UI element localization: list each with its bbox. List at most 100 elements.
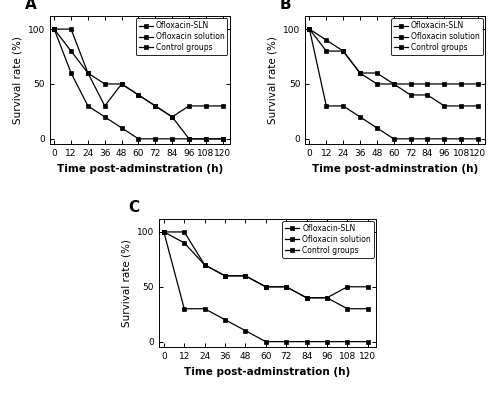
Control groups xyxy=(202,306,207,311)
Ofloxacin-SLN xyxy=(220,103,226,108)
Line: Control groups: Control groups xyxy=(307,27,480,141)
Ofloxacin solution xyxy=(442,103,448,108)
Text: A: A xyxy=(25,0,36,12)
Ofloxacin-SLN xyxy=(85,71,91,75)
Text: B: B xyxy=(280,0,291,12)
Ofloxacin-SLN xyxy=(202,263,207,267)
Control groups xyxy=(136,136,141,141)
Line: Ofloxacin-SLN: Ofloxacin-SLN xyxy=(162,229,370,300)
Ofloxacin-SLN xyxy=(324,49,330,53)
Ofloxacin-SLN xyxy=(118,81,124,86)
Ofloxacin solution xyxy=(242,273,248,278)
Ofloxacin-SLN xyxy=(203,103,209,108)
Ofloxacin solution xyxy=(222,273,228,278)
Control groups xyxy=(169,136,175,141)
Control groups xyxy=(181,306,187,311)
Control groups xyxy=(118,125,124,130)
Ofloxacin-SLN xyxy=(374,81,380,86)
Ofloxacin-SLN xyxy=(340,49,346,53)
Ofloxacin-SLN xyxy=(424,81,430,86)
Ofloxacin solution xyxy=(324,295,330,300)
Line: Ofloxacin-SLN: Ofloxacin-SLN xyxy=(307,27,480,87)
Ofloxacin-SLN xyxy=(222,273,228,278)
Ofloxacin-SLN xyxy=(475,81,481,86)
Ofloxacin-SLN xyxy=(136,93,141,97)
Legend: Ofloxacin-SLN, Ofloxacin solution, Control groups: Ofloxacin-SLN, Ofloxacin solution, Contr… xyxy=(391,18,482,55)
Ofloxacin solution xyxy=(169,115,175,119)
Ofloxacin-SLN xyxy=(51,27,57,32)
Ofloxacin-SLN xyxy=(181,229,187,234)
Control groups xyxy=(306,27,312,32)
Ofloxacin-SLN xyxy=(186,103,192,108)
Line: Ofloxacin solution: Ofloxacin solution xyxy=(52,27,225,141)
Y-axis label: Survival rate (%): Survival rate (%) xyxy=(12,36,22,124)
Control groups xyxy=(222,317,228,322)
Ofloxacin solution xyxy=(374,71,380,75)
Ofloxacin-SLN xyxy=(442,81,448,86)
Ofloxacin-SLN xyxy=(365,284,371,289)
Y-axis label: Survival rate (%): Survival rate (%) xyxy=(268,36,278,124)
Ofloxacin solution xyxy=(306,27,312,32)
Control groups xyxy=(263,339,269,344)
Line: Ofloxacin-SLN: Ofloxacin-SLN xyxy=(52,27,225,119)
Ofloxacin solution xyxy=(424,93,430,97)
Ofloxacin solution xyxy=(51,27,57,32)
Control groups xyxy=(324,103,330,108)
Ofloxacin solution xyxy=(203,136,209,141)
Ofloxacin solution xyxy=(324,38,330,42)
Ofloxacin solution xyxy=(136,93,141,97)
Control groups xyxy=(68,71,74,75)
Line: Ofloxacin solution: Ofloxacin solution xyxy=(162,229,370,311)
Ofloxacin solution xyxy=(408,93,414,97)
Control groups xyxy=(102,115,108,119)
Ofloxacin solution xyxy=(283,284,289,289)
Ofloxacin-SLN xyxy=(357,71,363,75)
Ofloxacin-SLN xyxy=(306,27,312,32)
Ofloxacin-SLN xyxy=(169,115,175,119)
Ofloxacin solution xyxy=(340,49,346,53)
Ofloxacin solution xyxy=(152,103,158,108)
Control groups xyxy=(324,339,330,344)
Ofloxacin solution xyxy=(161,229,167,234)
Ofloxacin solution xyxy=(202,263,207,267)
X-axis label: Time post-adminstration (h): Time post-adminstration (h) xyxy=(184,367,350,377)
Ofloxacin-SLN xyxy=(408,81,414,86)
Control groups xyxy=(475,136,481,141)
X-axis label: Time post-adminstration (h): Time post-adminstration (h) xyxy=(312,164,478,174)
Ofloxacin-SLN xyxy=(152,103,158,108)
Ofloxacin-SLN xyxy=(102,81,108,86)
Control groups xyxy=(390,136,396,141)
Ofloxacin solution xyxy=(220,136,226,141)
Ofloxacin solution xyxy=(85,71,91,75)
Ofloxacin-SLN xyxy=(458,81,464,86)
Control groups xyxy=(152,136,158,141)
Control groups xyxy=(458,136,464,141)
Control groups xyxy=(304,339,310,344)
Control groups xyxy=(220,136,226,141)
Ofloxacin solution xyxy=(263,284,269,289)
Ofloxacin solution xyxy=(186,136,192,141)
Control groups xyxy=(365,339,371,344)
Ofloxacin-SLN xyxy=(242,273,248,278)
Control groups xyxy=(203,136,209,141)
Ofloxacin solution xyxy=(118,81,124,86)
Legend: Ofloxacin-SLN, Ofloxacin solution, Control groups: Ofloxacin-SLN, Ofloxacin solution, Contr… xyxy=(136,18,228,55)
Control groups xyxy=(186,136,192,141)
Control groups xyxy=(357,115,363,119)
Control groups xyxy=(424,136,430,141)
Control groups xyxy=(283,339,289,344)
Ofloxacin solution xyxy=(475,103,481,108)
Line: Control groups: Control groups xyxy=(162,229,370,344)
Control groups xyxy=(374,125,380,130)
Ofloxacin solution xyxy=(365,306,371,311)
Ofloxacin-SLN xyxy=(304,295,310,300)
Ofloxacin-SLN xyxy=(283,284,289,289)
Control groups xyxy=(442,136,448,141)
Ofloxacin solution xyxy=(68,49,74,53)
Ofloxacin solution xyxy=(181,241,187,245)
Ofloxacin-SLN xyxy=(263,284,269,289)
Control groups xyxy=(408,136,414,141)
Ofloxacin solution xyxy=(102,103,108,108)
Ofloxacin-SLN xyxy=(161,229,167,234)
Control groups xyxy=(51,27,57,32)
